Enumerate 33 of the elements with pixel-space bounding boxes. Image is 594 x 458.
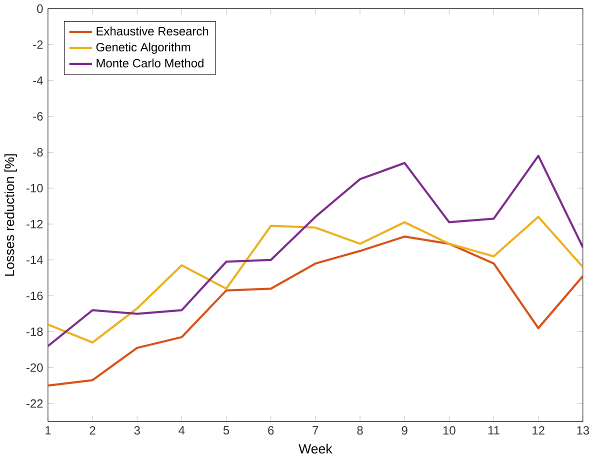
x-tick-label: 9 <box>402 426 408 435</box>
y-tick-label: -14 <box>26 256 43 264</box>
line-series <box>48 236 583 387</box>
x-tick-label: 11 <box>488 426 500 434</box>
x-tick-label: 1 <box>46 426 51 434</box>
y-tick-label: -8 <box>33 148 43 157</box>
x-tick-label: 3 <box>134 426 140 435</box>
y-tick-label: -22 <box>26 399 43 408</box>
y-tick-label: -18 <box>26 327 43 336</box>
x-tick-label: 2 <box>90 426 96 435</box>
x-tick-label: 5 <box>223 426 230 435</box>
x-axis-title: Week <box>298 444 332 454</box>
y-tick-label: -4 <box>33 76 43 85</box>
y-tick-label: -12 <box>26 220 43 228</box>
legend-label: Monte Carlo Method <box>96 58 204 68</box>
y-tick-label: 0 <box>37 4 43 13</box>
x-tick-label: 10 <box>443 426 456 435</box>
y-tick-label: -10 <box>26 184 43 192</box>
legend-label: Exhaustive Research <box>96 26 208 36</box>
legend-label: Genetic Algorithm <box>96 42 190 54</box>
line-series <box>48 216 583 344</box>
x-tick-label: 7 <box>312 426 318 434</box>
y-tick-label: -2 <box>33 40 43 49</box>
x-tick-label: 6 <box>268 426 274 435</box>
y-tick-label: -20 <box>26 363 43 372</box>
x-tick-label: 12 <box>532 426 544 435</box>
y-tick-label: -16 <box>26 292 43 300</box>
x-tick-label: 13 <box>577 426 590 435</box>
x-tick-label: 8 <box>357 426 363 435</box>
x-tick-label: 4 <box>178 426 185 434</box>
y-tick-label: -6 <box>33 112 43 121</box>
line-series <box>48 154 583 348</box>
y-axis-title: Losses reduction [%] <box>4 154 17 276</box>
